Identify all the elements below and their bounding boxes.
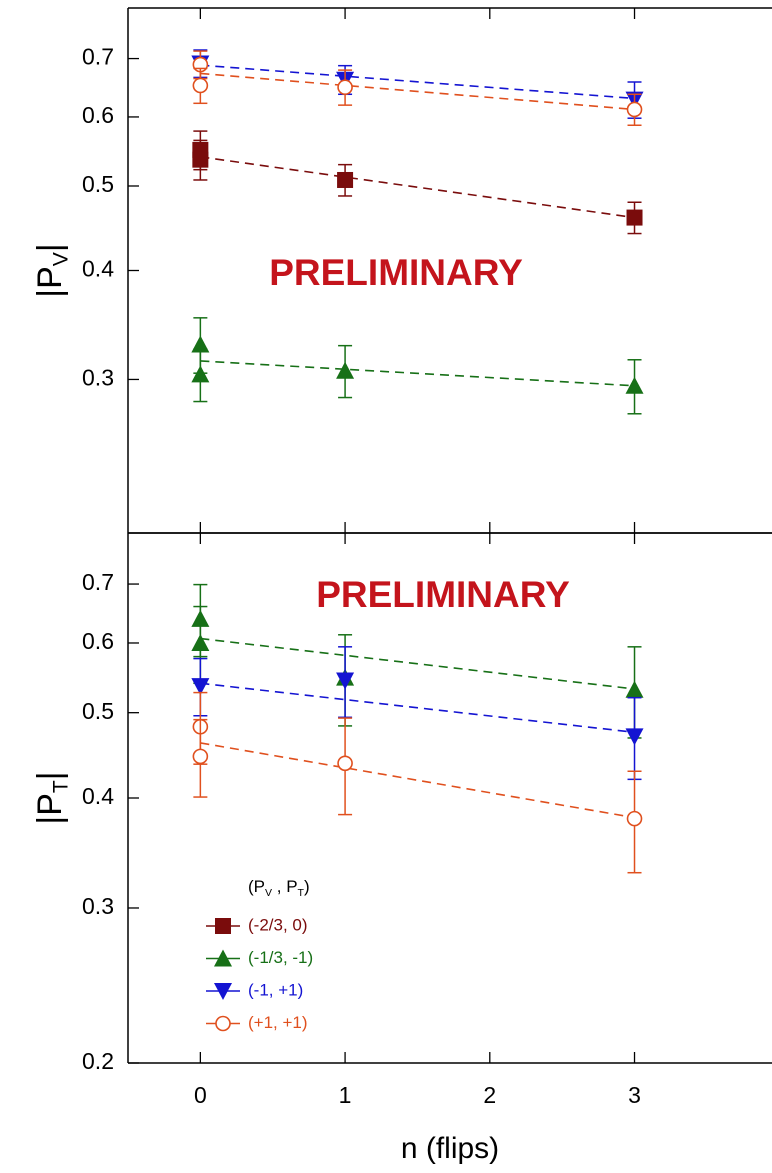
y-tick-label: 0.7 [82,44,114,70]
y-tick-label: 0.5 [82,698,114,724]
marker [337,171,354,188]
label: |PT| [31,771,72,824]
y-tick-label: 0.6 [82,102,114,128]
label-part: |P [31,793,69,825]
marker [191,335,210,353]
subscript: T [298,887,305,899]
legend-label: (-1/3, -1) [248,948,313,967]
y-tick-label: 0.5 [82,171,114,197]
marker [625,376,644,394]
legend-marker [214,983,232,1000]
legend-marker [215,918,231,934]
label-part: , P [272,877,298,896]
marker [626,810,643,827]
y-tick-label: 0.4 [82,783,114,809]
legend-marker [215,1015,231,1032]
subscript: V [265,887,272,899]
label: |PV| [31,243,72,297]
marker [191,365,210,383]
fit-line [200,360,635,387]
label-part: |P [31,266,69,298]
marker [192,748,209,765]
y-tick-label: 0.3 [82,365,114,391]
annotation: PRELIMINARY [269,252,523,293]
x-tick-label: 3 [628,1082,641,1108]
marker [337,79,353,96]
fit-line [200,637,635,690]
y-tick-label: 0.3 [82,893,114,919]
y-tick-label: 0.4 [82,256,114,282]
marker [336,672,355,690]
legend-label: (+1, +1) [248,1013,308,1032]
fit-line [200,682,635,734]
marker [625,728,644,746]
label: (PV , PT) [248,877,310,898]
marker [191,633,210,651]
marker [337,755,353,772]
marker [192,77,209,94]
marker [626,101,643,118]
legend-marker [214,949,232,967]
x-tick-label: 0 [194,1082,207,1108]
label-part: (P [248,877,265,896]
subscript: T [49,780,72,793]
x-axis-label: n (flips) [401,1132,499,1165]
marker [192,151,209,168]
label-part: ) [304,877,310,896]
label-part: | [31,771,69,780]
marker [336,361,355,379]
fit-line [200,742,635,819]
subscript: V [49,252,72,266]
marker [191,678,210,696]
x-tick-label: 2 [483,1082,496,1108]
fit-line [200,72,635,111]
y-tick-label: 0.7 [82,569,114,595]
fit-line [200,156,635,219]
legend-label: (-1, +1) [248,980,303,999]
x-tick-label: 1 [339,1082,352,1108]
label-part: | [31,243,69,252]
legend-label: (-2/3, 0) [248,915,308,934]
y-tick-label: 0.2 [82,1048,114,1074]
annotation: PRELIMINARY [316,574,570,615]
y-tick-label: 0.6 [82,628,114,654]
fit-line [200,64,635,100]
marker [626,209,643,226]
marker [625,680,644,698]
